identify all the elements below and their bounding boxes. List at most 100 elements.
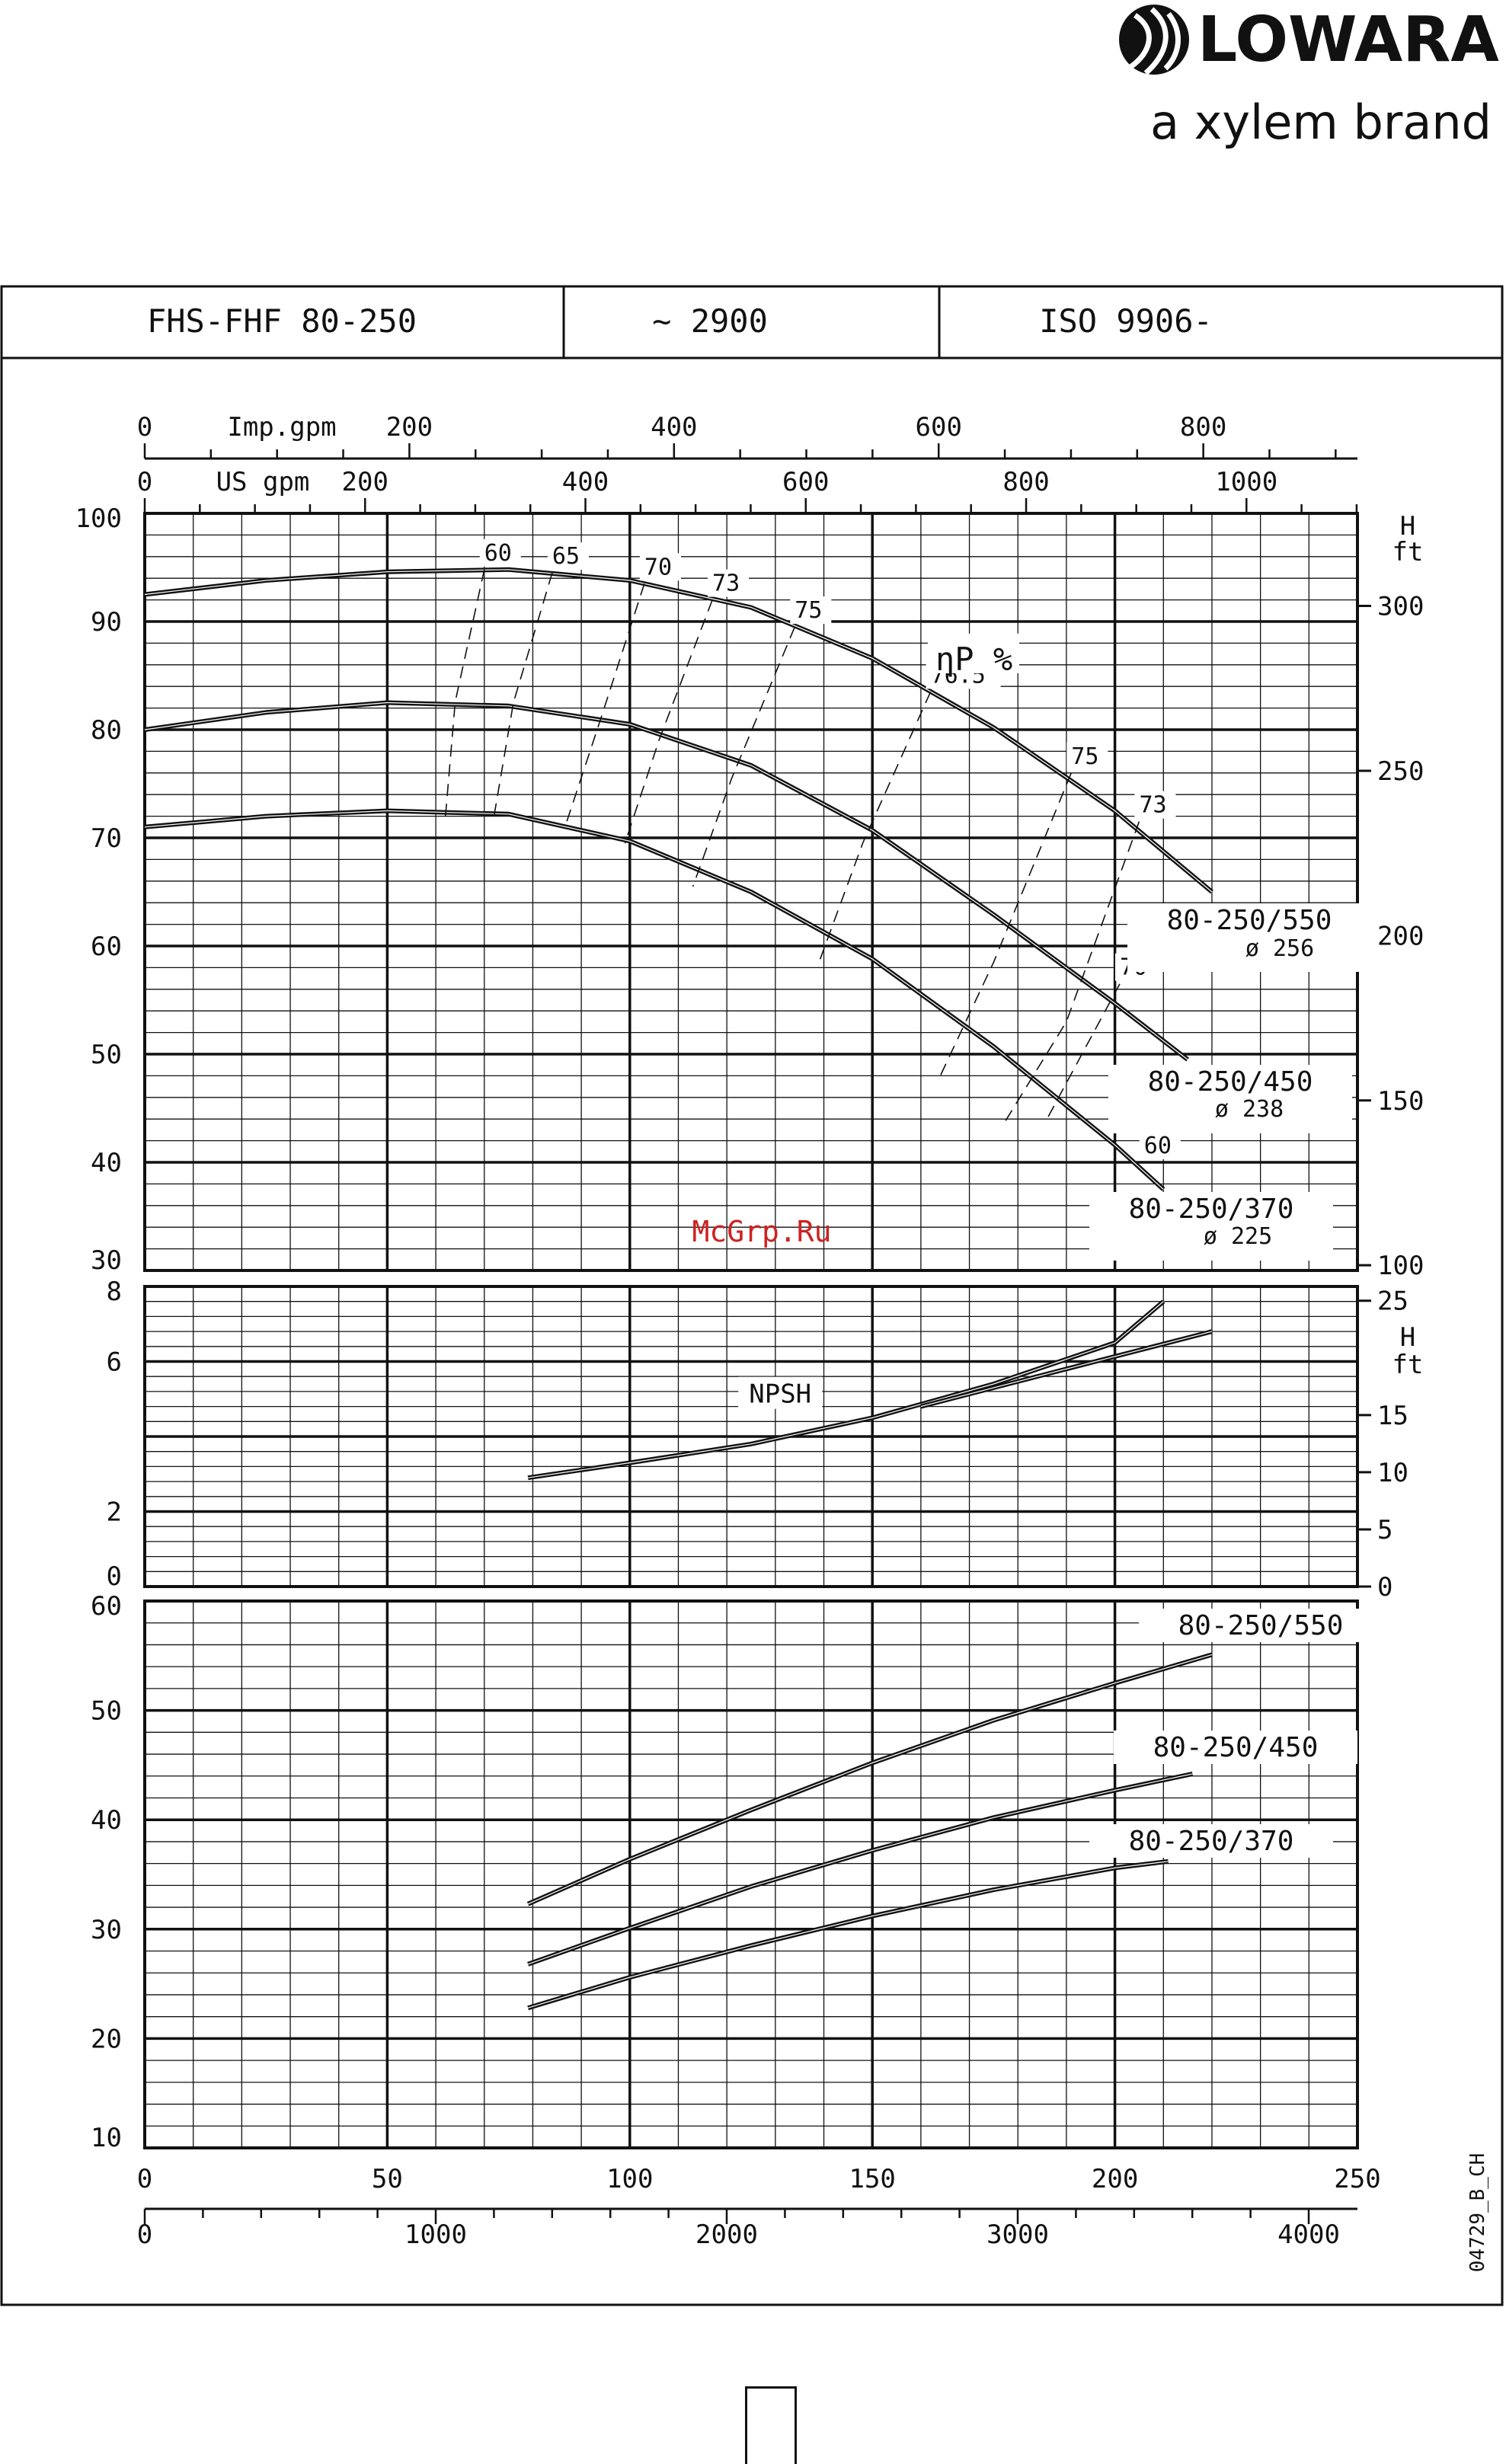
efficiency-iso-line	[939, 772, 1073, 1076]
y-tick-label: 80	[91, 715, 122, 746]
y2-tick-label: 25	[1377, 1286, 1408, 1317]
watermark: McGrp.Ru	[692, 1215, 831, 1248]
top-axis-tick-label: 800	[1180, 412, 1226, 443]
brand-tagline: a xylem brand	[1150, 94, 1492, 150]
efficiency-iso-line	[1002, 821, 1140, 1125]
y-tick-label: 30	[91, 1915, 122, 1945]
curve-core-power-1	[527, 1773, 1193, 1965]
pump-model: FHS-FHF 80-250	[147, 302, 417, 340]
efficiency-iso-line	[566, 583, 645, 822]
y2-tick-label: 0	[1377, 1572, 1392, 1603]
x2-tick-label: 0	[137, 2220, 152, 2250]
efficiency-iso-line	[624, 599, 713, 844]
y-tick-label: 30	[91, 1245, 122, 1276]
y2-tick-label: 150	[1377, 1086, 1424, 1117]
y-tick-label: 0	[107, 1561, 122, 1592]
y-tick-label: 40	[91, 1805, 122, 1836]
x-tick-label: 100	[606, 2164, 653, 2194]
efficiency-iso-line	[493, 572, 553, 817]
top-axis-label: US gpm	[216, 467, 310, 497]
panel-border	[143, 1600, 1359, 2149]
x-tick-label: 200	[1092, 2164, 1138, 2194]
y-tick-label: 6	[107, 1347, 122, 1378]
impeller-diameter-label: ø 256	[1245, 935, 1314, 962]
efficiency-label-bg	[547, 542, 589, 570]
efficiency-label-bg	[1066, 742, 1108, 770]
y2-tick-label: 300	[1377, 592, 1424, 622]
x2-tick-label: 4000	[1277, 2220, 1340, 2250]
y2-tick-label: 200	[1377, 921, 1424, 951]
head-label-bg	[1127, 903, 1371, 972]
y-tick-label: 100	[75, 503, 122, 534]
efficiency-label-bg	[639, 553, 681, 581]
efficiency-iso-line	[818, 691, 932, 963]
y-tick-label: 20	[91, 2024, 122, 2054]
y-tick-label: 50	[91, 1040, 122, 1070]
efficiency-label-bg	[790, 596, 832, 625]
impeller-diameter-label: ø 238	[1215, 1096, 1284, 1123]
efficiency-label-bg	[479, 539, 521, 567]
y2-axis-unit: ft	[1392, 537, 1424, 567]
top-axis-tick-label: 400	[562, 467, 609, 497]
series-layer	[144, 567, 1213, 2011]
impeller-diameter-label: ø 225	[1204, 1223, 1272, 1250]
y-tick-label: 70	[91, 823, 122, 854]
curve-head-2	[144, 808, 1165, 1191]
power-curve-label: 80-250/450	[1153, 1732, 1319, 1763]
curve-core-npsh-0	[528, 1301, 1164, 1478]
grid-layer	[143, 512, 1359, 2149]
efficiency-label: 60	[484, 540, 512, 567]
curve-core-head-0	[144, 569, 1213, 893]
curve-power-1	[527, 1771, 1194, 1967]
efficiency-header-bg	[927, 633, 1019, 673]
x-tick-label: 150	[849, 2164, 895, 2194]
brand-name: LOWARA	[1197, 4, 1499, 76]
lowara-logo: LOWARA a xylem brand	[1119, 4, 1499, 150]
curve-power-2	[527, 1858, 1169, 2011]
head-curve-label: 80-250/370	[1129, 1194, 1294, 1225]
head-curve-label: 80-250/450	[1148, 1066, 1313, 1098]
efficiency-header-label: ηP %	[935, 641, 1012, 678]
efficiency-iso-line	[445, 569, 485, 817]
head-curve-label: 80-250/550	[1167, 905, 1332, 936]
curve-core-power-0	[527, 1654, 1213, 1905]
test-standard: ISO 9906-	[1039, 302, 1213, 340]
y-tick-label: 60	[91, 1591, 122, 1622]
power-label-bg	[1139, 1609, 1383, 1642]
top-axis-tick-label: 800	[1002, 467, 1049, 497]
top-axis-tick-label: 200	[342, 467, 388, 497]
y2-tick-label: 250	[1377, 756, 1424, 787]
curve-core-power-2	[527, 1861, 1169, 2009]
npsh-label: NPSH	[749, 1379, 811, 1410]
top-axis-tick-label: 400	[651, 412, 697, 443]
chart-frame	[0, 285, 1504, 2306]
y-tick-label: 50	[91, 1696, 122, 1727]
power-curve-label: 80-250/550	[1178, 1610, 1344, 1641]
top-axis-tick-label: 200	[386, 412, 433, 443]
top-axis-tick-label: 0	[137, 412, 152, 443]
efficiency-label: 73	[712, 570, 740, 597]
y-tick-label: 10	[91, 2123, 122, 2153]
x2-tick-label: 1000	[404, 2220, 467, 2250]
efficiency-label: 75	[1071, 743, 1098, 770]
efficiency-label-bg	[708, 569, 750, 597]
x2-tick-label: 3000	[986, 2220, 1049, 2250]
curve-core-npsh-1	[920, 1331, 1213, 1408]
top-axis-label: Imp.gpm	[227, 412, 336, 443]
efficiency-iso-line	[1046, 983, 1121, 1120]
page-number-box	[745, 2386, 797, 2464]
efficiency-label: 65	[552, 543, 580, 570]
panel-border	[143, 1285, 1359, 1588]
power-label-bg	[1089, 1824, 1333, 1858]
efficiency-label-bg	[1134, 791, 1176, 819]
top-axis-tick-label: 1000	[1215, 467, 1277, 497]
head-label-bg	[1108, 1065, 1352, 1133]
power-label-bg	[1114, 1731, 1357, 1764]
top-axis-tick-label: 600	[916, 412, 962, 443]
y2-axis-label: H	[1400, 511, 1415, 542]
efficiency-label: 73	[1139, 792, 1166, 819]
y-tick-label: 60	[91, 932, 122, 962]
y2-tick-label: 5	[1377, 1515, 1392, 1545]
